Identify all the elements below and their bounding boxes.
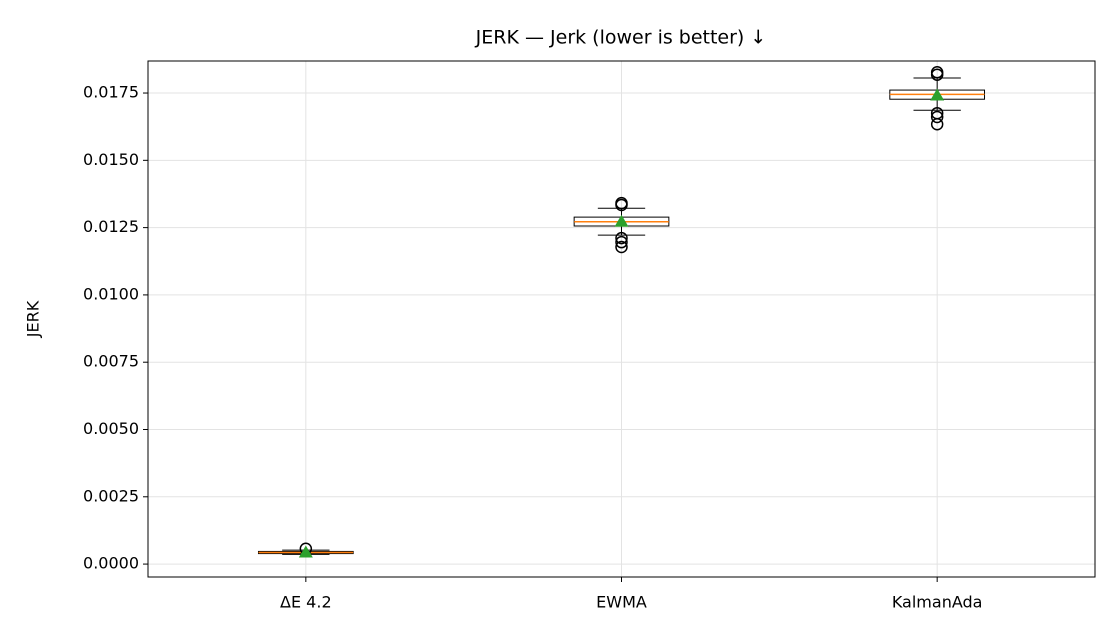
y-tick-label: 0.0150 [83,150,139,169]
outlier [615,235,628,249]
outlier [930,110,944,124]
x-tick-label: ΔE 4.2 [280,593,332,612]
outlier [930,68,944,81]
y-tick-label: 0.0050 [83,419,139,438]
outlier [615,198,628,212]
x-tick-label: KalmanAda [892,593,983,612]
y-tick-label: 0.0125 [83,217,139,236]
y-tick-label: 0.0075 [83,352,139,371]
y-tick-label: 0.0025 [83,486,139,505]
x-tick-label: EWMA [596,593,647,612]
y-tick-label: 0.0175 [83,83,139,102]
y-tick-label: 0.0100 [83,284,139,303]
outlier [615,231,628,245]
mean-marker [614,214,629,227]
mean-marker [298,545,313,558]
outlier [615,240,628,254]
y-tick-label: 0.0000 [83,554,139,573]
chart-title: JERK — Jerk (lower is better) ↓ [475,27,767,49]
outlier [930,118,944,131]
plot-frame [147,60,1096,578]
y-axis-label: JERK [24,300,43,338]
mean-marker [930,88,945,101]
